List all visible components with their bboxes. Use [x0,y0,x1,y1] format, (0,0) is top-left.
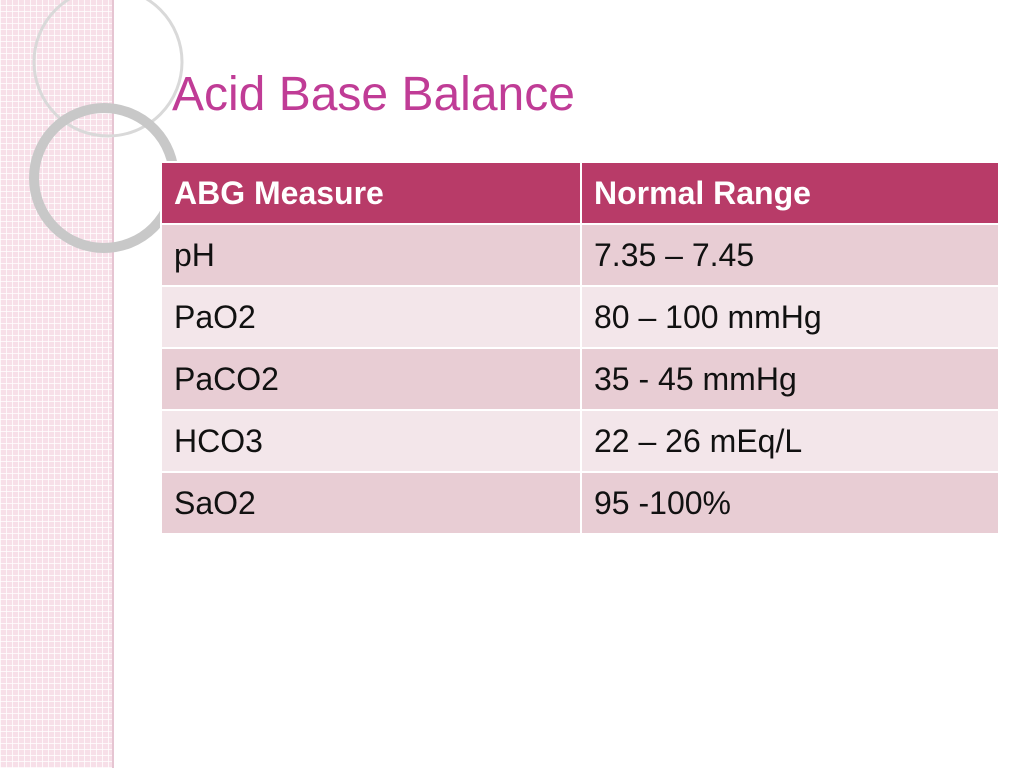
table-row: PaO2 80 – 100 mmHg [160,285,1000,349]
measure-cell: PaO2 [160,285,582,349]
measure-cell: PaCO2 [160,347,582,411]
range-cell: 35 - 45 mmHg [580,347,1000,411]
range-cell: 7.35 – 7.45 [580,223,1000,287]
table-row: pH 7.35 – 7.45 [160,223,1000,287]
table-row: PaCO2 35 - 45 mmHg [160,347,1000,411]
measure-cell: pH [160,223,582,287]
decorative-ring-lower [29,103,179,253]
measure-cell: HCO3 [160,409,582,473]
table-header-row: ABG Measure Normal Range [160,161,1000,225]
range-cell: 22 – 26 mEq/L [580,409,1000,473]
range-cell: 95 -100% [580,471,1000,535]
side-panel-edge [112,0,114,768]
range-cell: 80 – 100 mmHg [580,285,1000,349]
table-row: SaO2 95 -100% [160,471,1000,535]
slide-title: Acid Base Balance [172,68,575,121]
measure-cell: SaO2 [160,471,582,535]
abg-table: ABG Measure Normal Range pH 7.35 – 7.45 … [160,161,1000,535]
header-abg-measure: ABG Measure [160,161,582,225]
header-normal-range: Normal Range [580,161,1000,225]
decorative-rings [29,0,184,253]
decorative-ring-upper [32,0,184,138]
table-row: HCO3 22 – 26 mEq/L [160,409,1000,473]
